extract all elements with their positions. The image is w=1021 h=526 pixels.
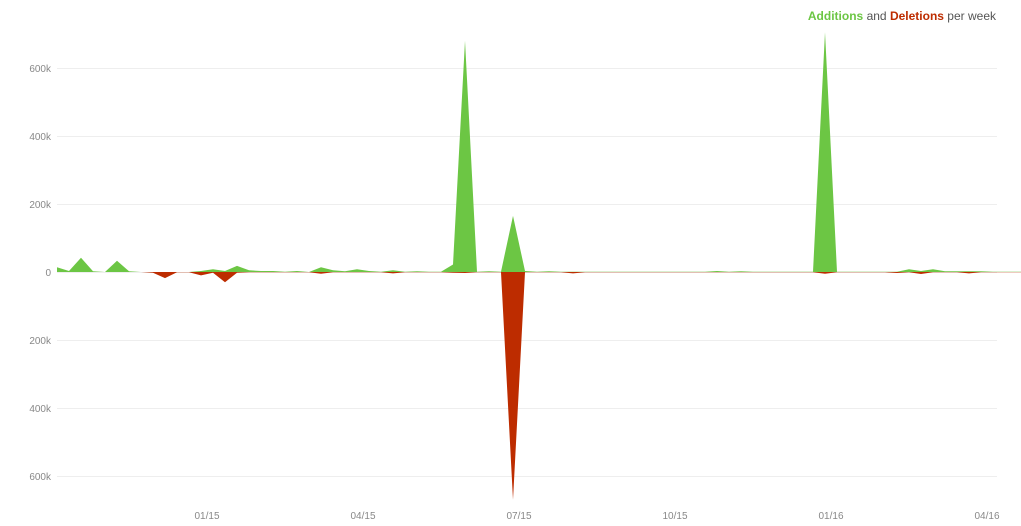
- x-tick-label: 01/15: [194, 511, 219, 522]
- x-axis: 01/15 04/15 07/15 10/15 01/16 04/16: [194, 511, 999, 522]
- y-tick-label: 200k: [29, 336, 52, 347]
- y-axis: 600k 400k 200k 0 200k 400k 600k: [29, 64, 52, 483]
- y-tick-label: 600k: [29, 64, 52, 75]
- legend-deletions-label: Deletions: [889, 9, 944, 23]
- x-tick-label: 04/15: [350, 511, 375, 522]
- series-areas: [57, 32, 1021, 500]
- x-tick-label: 04/16: [974, 511, 999, 522]
- y-tick-label: 600k: [29, 472, 52, 483]
- chart-legend: Additions and Deletions per week: [808, 9, 996, 23]
- x-tick-label: 07/15: [506, 511, 531, 522]
- x-tick-label: 01/16: [818, 511, 843, 522]
- y-tick-label: 400k: [29, 404, 52, 415]
- x-tick-label: 10/15: [662, 511, 687, 522]
- y-tick-label: 0: [45, 268, 51, 279]
- legend-and-text: and: [866, 9, 887, 23]
- additions-area: [57, 32, 1021, 272]
- legend-suffix: per week: [947, 9, 996, 23]
- y-tick-label: 400k: [29, 132, 52, 143]
- legend-additions-label: Additions: [807, 9, 864, 23]
- deletions-area: [57, 272, 1021, 500]
- y-tick-label: 200k: [29, 200, 52, 211]
